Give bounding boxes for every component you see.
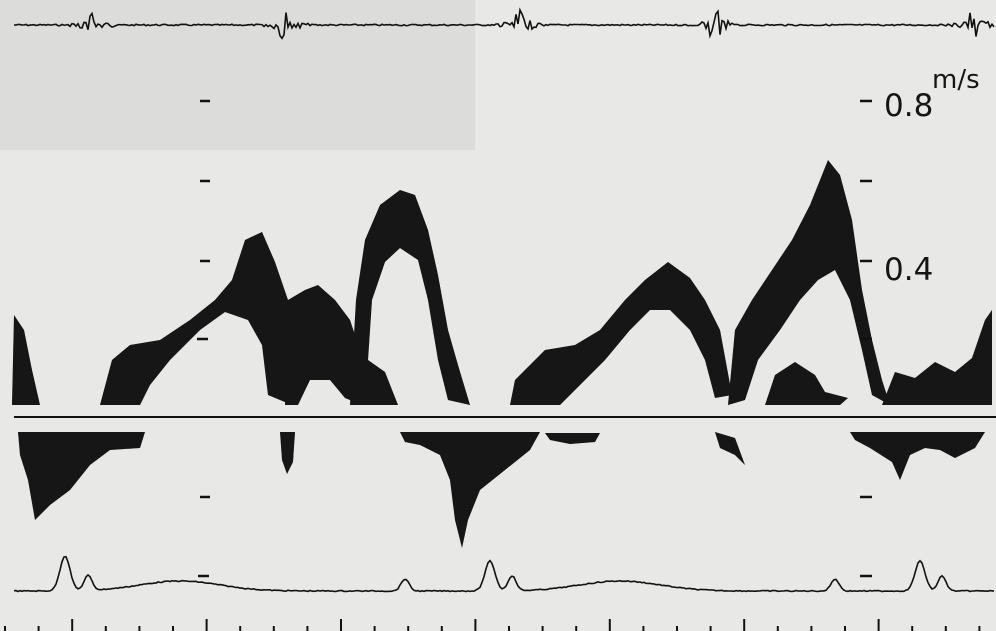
ecg-trace-top [13,7,995,40]
scale-label: 0.4 [884,252,933,288]
scale-label: 0.8 [884,88,933,124]
spectrum-lower [18,432,985,548]
ecg-trace-bottom [13,555,995,593]
spectrum-upper [12,160,992,405]
scale-unit: m/s [932,65,980,95]
background-shade [0,0,475,150]
time-marks [4,619,981,631]
scale-ticks [197,99,872,578]
